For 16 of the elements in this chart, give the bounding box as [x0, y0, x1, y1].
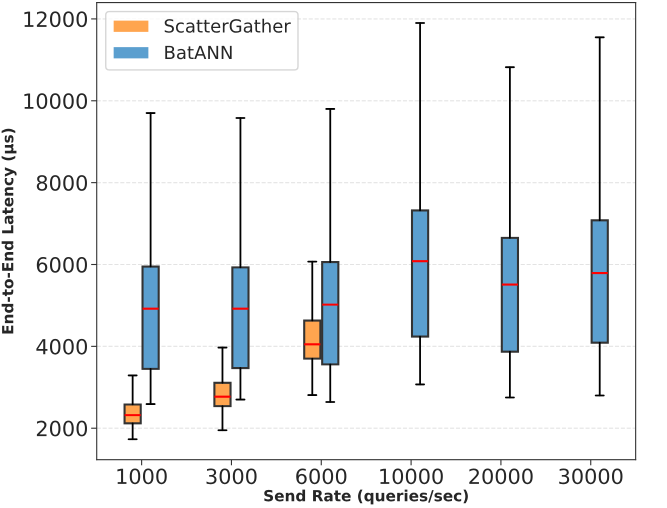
- y-tick-label: 10000: [24, 93, 87, 109]
- y-tick-label: 6000: [36, 256, 87, 273]
- x-tick-label: 3000: [206, 468, 257, 484]
- x-axis-title: Send Rate (queries/sec): [264, 490, 468, 504]
- x-tick-label: 10000: [380, 468, 443, 484]
- y-axis-title: End-to-End Latency (µs): [2, 128, 17, 334]
- legend-label: ScatterGather: [164, 18, 291, 33]
- x-tick-label: 20000: [469, 468, 533, 484]
- x-tick-label: 30000: [559, 468, 622, 484]
- y-tick-label: 2000: [36, 420, 87, 436]
- x-tick-label: 1000: [117, 468, 167, 484]
- y-tick-label: 8000: [36, 175, 87, 191]
- y-tick-label: 12000: [24, 11, 87, 28]
- y-tick-label: 4000: [36, 338, 87, 355]
- x-tick-label: 6000: [296, 468, 346, 484]
- legend-label: BatANN: [165, 46, 232, 60]
